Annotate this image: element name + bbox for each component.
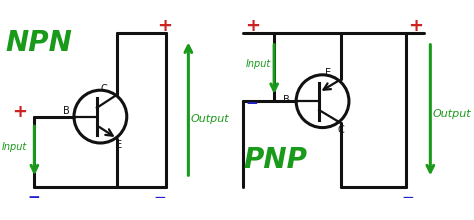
Text: +: + xyxy=(246,17,261,35)
Text: −: − xyxy=(246,96,258,111)
Text: −: − xyxy=(28,189,41,205)
Text: B: B xyxy=(283,95,290,105)
Text: NPN: NPN xyxy=(6,29,73,57)
Text: Input: Input xyxy=(1,142,27,152)
Text: PNP: PNP xyxy=(243,146,307,174)
Text: −: − xyxy=(402,189,414,205)
Text: E: E xyxy=(325,68,331,78)
Text: Output: Output xyxy=(433,109,471,119)
Text: C: C xyxy=(100,84,107,94)
Text: E: E xyxy=(116,140,122,150)
Text: Output: Output xyxy=(191,114,229,124)
Text: +: + xyxy=(408,17,423,35)
Text: B: B xyxy=(63,106,70,116)
Text: +: + xyxy=(12,103,27,121)
Text: −: − xyxy=(153,189,166,205)
Text: C: C xyxy=(338,125,345,135)
Text: +: + xyxy=(157,17,173,35)
Text: Input: Input xyxy=(246,59,271,69)
